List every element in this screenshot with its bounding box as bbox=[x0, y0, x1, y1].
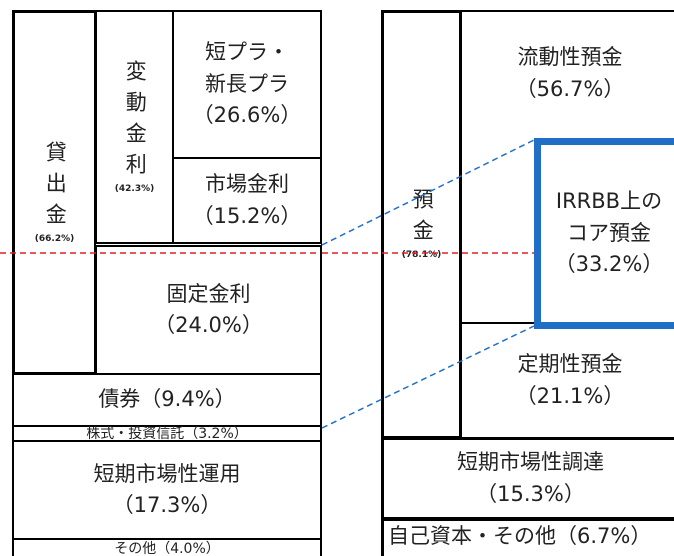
label: 市場金利 bbox=[205, 172, 289, 196]
label: 自己資本・その他（6.7%） bbox=[388, 524, 652, 548]
label: 債券（9.4%） bbox=[98, 387, 236, 412]
short-funding-box: 短期市場性調達 （15.3%） bbox=[381, 437, 674, 520]
blue-dash bbox=[321, 139, 535, 246]
label: 株式・投資信託（3.2%） bbox=[86, 425, 248, 442]
short-invest-box: 短期市場性運用 （17.3%） bbox=[12, 440, 322, 540]
share: (78.1%) bbox=[401, 250, 442, 261]
label: IRRBB上の コア預金 bbox=[555, 189, 663, 245]
loans-box: 貸出金 (66.2%) bbox=[12, 10, 97, 375]
label: 短プラ・ 新長プラ bbox=[205, 40, 289, 96]
share: (66.2%) bbox=[34, 233, 75, 244]
label: 流動性預金 bbox=[517, 45, 623, 69]
label: 定期性預金 bbox=[517, 352, 623, 376]
label: 短期市場性運用 bbox=[93, 461, 241, 486]
label: その他（4.0%） bbox=[114, 541, 220, 556]
label: 変動金利 bbox=[123, 59, 148, 184]
share: （33.2%） bbox=[554, 252, 664, 277]
share: (42.3%) bbox=[114, 183, 155, 194]
share: （15.2%） bbox=[192, 203, 302, 228]
time-box: 定期性預金 （21.1%） bbox=[460, 322, 674, 439]
share: （26.6%） bbox=[192, 103, 302, 128]
market-box: 市場金利 （15.2%） bbox=[172, 157, 322, 244]
share: （24.0%） bbox=[154, 313, 263, 337]
share: （15.3%） bbox=[476, 481, 585, 506]
blue-dash bbox=[321, 325, 535, 429]
label: 預金 bbox=[410, 188, 435, 251]
share: （21.1%） bbox=[515, 383, 625, 408]
share: （56.7%） bbox=[515, 76, 625, 101]
fixed-box: 固定金利 （24.0%） bbox=[95, 242, 322, 375]
core-box: IRRBB上の コア預金 （33.2%） bbox=[534, 138, 674, 329]
label: 貸出金 bbox=[43, 140, 68, 234]
bonds-box: 債券（9.4%） bbox=[12, 373, 322, 427]
label: 固定金利 bbox=[166, 281, 251, 306]
label: 短期市場性調達 bbox=[457, 450, 604, 474]
equity-box: 自己資本・その他（6.7%） bbox=[381, 518, 674, 556]
other-box: その他（4.0%） bbox=[12, 538, 322, 556]
prime-box: 短プラ・ 新長プラ （26.6%） bbox=[172, 10, 322, 159]
share: （17.3%） bbox=[112, 493, 222, 517]
